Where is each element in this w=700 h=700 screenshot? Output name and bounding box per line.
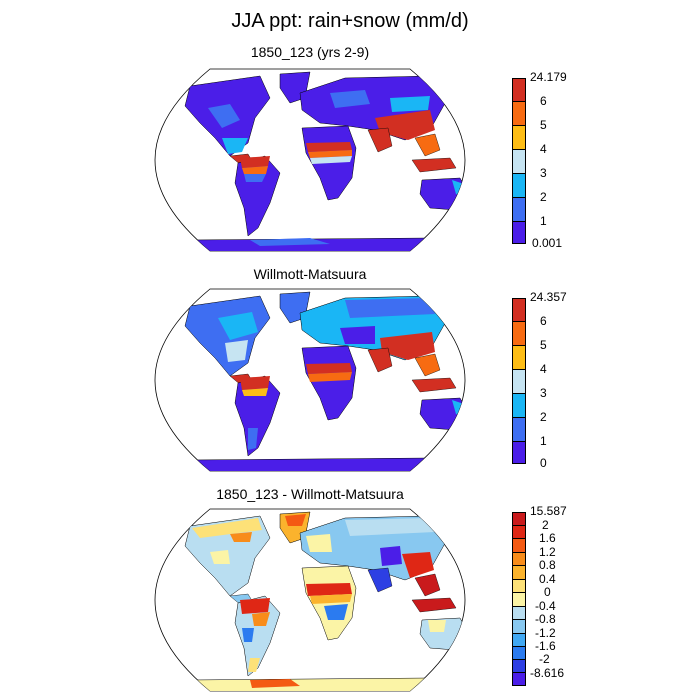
colorbar-swatch: [512, 552, 526, 566]
colorbar-swatch: [512, 369, 526, 394]
colorbar-swatch: [512, 417, 526, 442]
colorbar-label: 1.2: [539, 545, 556, 559]
colorbar-swatch: [512, 606, 526, 620]
colorbar-swatch: [512, 78, 526, 102]
panel-title-observed: Willmott-Matsuura: [253, 266, 367, 282]
land-field: [169, 291, 465, 471]
colorbar-swatch: [512, 345, 526, 370]
colorbar-label: -0.8: [535, 612, 556, 626]
colorbar-label: 1: [540, 434, 547, 448]
colorbar-label: 24.179: [530, 70, 567, 84]
colorbar-label: 1: [540, 214, 547, 228]
colorbar-swatch: [512, 441, 526, 464]
panel-title-model: 1850_123 (yrs 2-9): [250, 44, 370, 60]
colorbar-swatch: [512, 672, 526, 686]
colorbar-swatch: [512, 197, 526, 222]
colorbar-swatch: [512, 321, 526, 346]
colorbar-swatch: [512, 525, 526, 539]
colorbar-label: -8.616: [530, 666, 565, 680]
colorbar-label: -0.4: [535, 599, 556, 613]
map-panel-model: [130, 68, 490, 252]
colorbar-label: -1.2: [535, 626, 556, 640]
colorbar-swatch: [512, 298, 526, 322]
colorbar-label: 3: [540, 166, 547, 180]
map-panel-observed: [130, 288, 490, 472]
colorbar-swatch: [512, 538, 526, 553]
colorbar-boxes: [512, 512, 526, 686]
colorbar-label: -2: [539, 652, 550, 666]
colorbar-boxes: [512, 298, 526, 464]
land-field: [169, 511, 465, 691]
colorbar-label: 0: [540, 456, 547, 470]
colorbar-label: 4: [540, 362, 547, 376]
colorbar-swatch: [512, 659, 526, 673]
colorbar-swatch: [512, 565, 526, 580]
colorbar-label: 0.8: [539, 558, 556, 572]
colorbar-boxes: [512, 78, 526, 244]
colorbar-swatch: [512, 125, 526, 150]
map-panel-difference: [130, 508, 490, 692]
colorbar-label: -1.6: [535, 639, 556, 653]
figure-title: JJA ppt: rain+snow (mm/d): [231, 10, 469, 32]
colorbar-swatch: [512, 393, 526, 418]
colorbar-swatch: [512, 633, 526, 647]
land-field: [169, 71, 465, 251]
colorbar-swatch: [512, 512, 526, 526]
colorbar-label: 0.4: [539, 572, 556, 586]
colorbar-label: 6: [540, 314, 547, 328]
colorbar-swatch: [512, 101, 526, 126]
colorbar-label: 1.6: [539, 531, 556, 545]
colorbar-swatch: [512, 221, 526, 244]
colorbar-swatch: [512, 646, 526, 660]
colorbar-label: 0.001: [532, 236, 563, 250]
colorbar-label: 2: [540, 190, 547, 204]
colorbar-label: 3: [540, 386, 547, 400]
colorbar-swatch: [512, 173, 526, 198]
colorbar-swatch: [512, 592, 526, 607]
colorbar-label: 2: [540, 410, 547, 424]
colorbar-swatch: [512, 149, 526, 174]
colorbar-label: 24.357: [530, 290, 567, 304]
colorbar-label: 0: [544, 585, 551, 599]
colorbar-label: 5: [540, 118, 547, 132]
colorbar-label: 15.587: [530, 504, 567, 518]
colorbar-swatch: [512, 619, 526, 634]
colorbar-label: 4: [540, 142, 547, 156]
panel-title-difference: 1850_123 - Willmott-Matsuura: [216, 486, 404, 502]
colorbar-swatch: [512, 579, 526, 593]
colorbar-label: 5: [540, 338, 547, 352]
colorbar-label: 2: [542, 518, 549, 532]
colorbar-label: 6: [540, 94, 547, 108]
